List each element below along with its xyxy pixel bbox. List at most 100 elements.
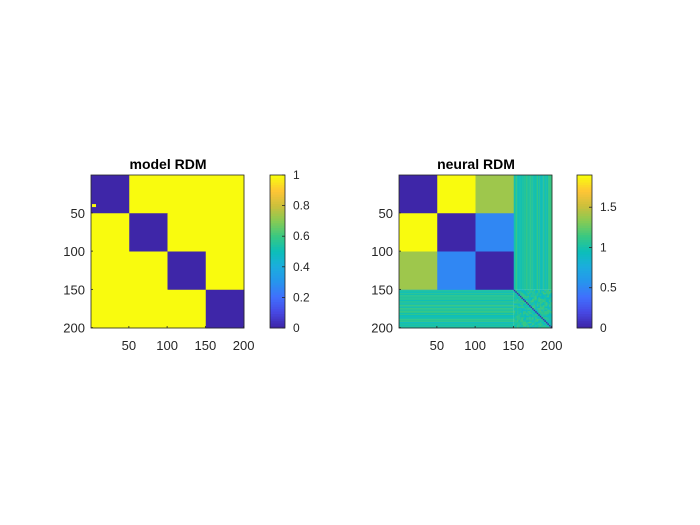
noise-cell [530,297,533,300]
noise-cell [545,308,548,310]
noise-cell [527,301,530,304]
noise-cell [516,315,519,318]
colorbar-segment [270,304,285,307]
noise-row-stripe [399,323,514,325]
noise-cell [545,320,548,323]
colorbar-segment [270,282,285,286]
colorbar-segment [577,246,592,250]
colorbar-segment [270,296,285,300]
noise-cell [550,309,553,312]
colorbar-segment [577,213,592,217]
noise-cell [544,289,547,292]
noise-cell [529,326,531,329]
noise-cell [527,294,530,297]
noise-cell [547,291,550,294]
noise-cell [542,324,545,327]
noise-cell [533,305,536,307]
colorbar-segment [577,179,592,183]
noise-cell [530,320,533,323]
noise-cell [532,303,534,306]
noise-cell [539,324,542,327]
noise-cell [547,324,550,327]
noise-cell [515,298,518,301]
noise-cell [532,312,534,315]
colorbar-segment [577,249,592,252]
noise-cell [542,306,545,309]
noise-cell [516,321,519,324]
noise-cell [529,315,531,318]
noise-cell [519,291,522,294]
noise-col-stripe [518,175,520,290]
noise-cell [536,295,539,298]
noise-row-stripe [399,291,514,293]
noise-cell [529,308,531,310]
colorbar-segment [270,306,285,310]
noise-cell [522,315,525,318]
noise-cell [529,297,531,300]
noise-col-stripe [534,175,536,290]
noise-cell [535,305,537,307]
colorbar-segment [270,318,285,322]
noise-col-stripe [544,175,546,290]
noise-cell [536,324,539,327]
heatmap-block-2-2 [129,213,168,252]
noise-cell [544,312,547,315]
noise-cell [516,303,519,306]
noise-cell [548,291,551,294]
noise-cell [516,305,519,307]
noise-cell [525,292,528,295]
noise-cell [513,317,516,320]
noise-cell [527,311,530,313]
colorbar-segment [270,268,285,272]
noise-cell [525,308,528,310]
noise-cell [521,297,524,300]
noise-cell [544,318,547,321]
colorbar-segment [577,308,592,312]
noise-cell [525,321,528,324]
noise-cell [535,318,537,321]
heatmap-block-2-2 [437,213,476,252]
noise-cell [539,305,542,307]
noise-cell [550,297,553,300]
noise-cell [532,321,534,324]
noise-cell [535,303,537,306]
colorbar-segment [577,325,592,329]
noise-cell [518,324,521,327]
noise-cell [542,291,545,294]
noise-cell [547,305,550,307]
colorbar-segment [577,251,592,255]
noise-cell [521,326,524,329]
heatmap-block-4-2 [129,289,168,329]
noise-cell [522,298,525,301]
x-tick-label: 150 [195,338,217,353]
noise-cell [515,308,518,310]
noise-cell [524,301,527,304]
colorbar-segment [270,229,285,233]
colorbar-segment [270,287,285,291]
noise-cell [513,301,516,304]
noise-cell [532,301,534,304]
noise-cell [535,314,537,317]
noise-cell [544,314,547,317]
noise-cell [538,300,541,303]
noise-cell [518,318,521,321]
noise-row-stripe [399,293,514,295]
noise-cell [522,292,525,295]
noise-cell [529,306,531,309]
noise-cell [522,305,525,307]
noise-cell [541,309,544,312]
noise-cell [548,318,551,321]
noise-row-stripe [399,325,514,327]
y-tick-label: 50 [71,206,85,221]
noise-cell [525,295,528,298]
colorbar-segment [577,182,592,185]
noise-col-stripe [533,175,535,290]
colorbar-segment [270,184,285,188]
noise-cell [539,314,542,317]
noise-cell [525,312,528,315]
noise-cell [519,295,522,298]
colorbar-segment [270,246,285,250]
noise-cell [513,320,516,323]
noise-cell [532,291,534,294]
noise-row-stripe [399,311,514,313]
